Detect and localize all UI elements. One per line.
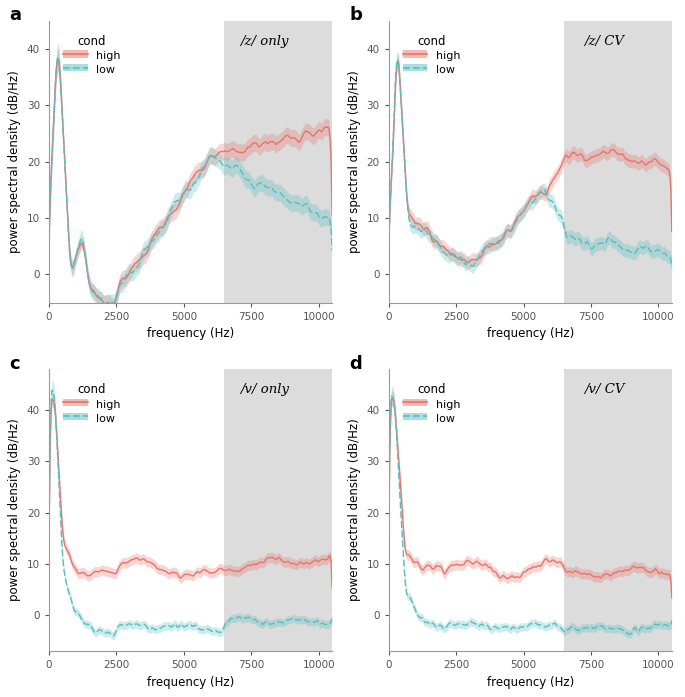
Legend: high, low: high, low xyxy=(63,35,121,75)
Bar xyxy=(224,20,340,302)
Y-axis label: power spectral density (dB/Hz): power spectral density (dB/Hz) xyxy=(8,70,21,253)
Text: /z/ CV: /z/ CV xyxy=(584,35,624,47)
Text: /z/ only: /z/ only xyxy=(240,35,288,47)
Y-axis label: power spectral density (dB/Hz): power spectral density (dB/Hz) xyxy=(348,70,361,253)
Text: b: b xyxy=(349,6,362,24)
Legend: high, low: high, low xyxy=(403,35,460,75)
Y-axis label: power spectral density (dB/Hz): power spectral density (dB/Hz) xyxy=(348,419,361,602)
Text: a: a xyxy=(10,6,21,24)
Text: /v/ only: /v/ only xyxy=(240,383,288,396)
Bar xyxy=(224,369,340,651)
Text: d: d xyxy=(349,355,362,373)
Legend: high, low: high, low xyxy=(63,383,121,424)
Legend: high, low: high, low xyxy=(403,383,460,424)
Y-axis label: power spectral density (dB/Hz): power spectral density (dB/Hz) xyxy=(8,419,21,602)
Bar xyxy=(564,369,680,651)
X-axis label: frequency (Hz): frequency (Hz) xyxy=(486,675,574,689)
X-axis label: frequency (Hz): frequency (Hz) xyxy=(147,327,234,340)
Bar xyxy=(564,20,680,302)
X-axis label: frequency (Hz): frequency (Hz) xyxy=(147,675,234,689)
Text: /v/ CV: /v/ CV xyxy=(584,383,624,396)
X-axis label: frequency (Hz): frequency (Hz) xyxy=(486,327,574,340)
Text: c: c xyxy=(10,355,20,373)
